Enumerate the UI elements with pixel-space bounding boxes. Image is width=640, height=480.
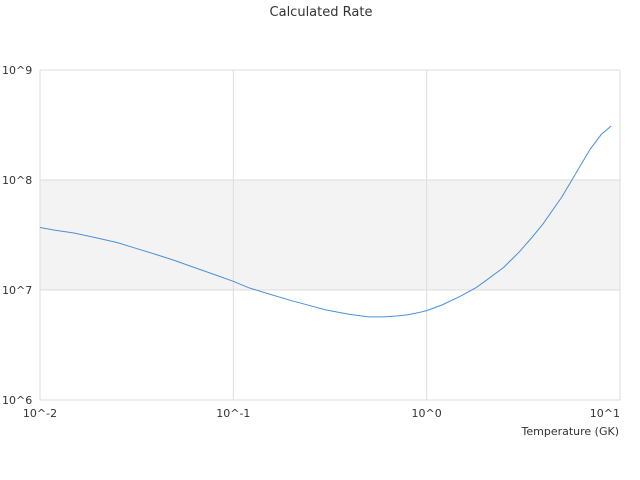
plot-band: [40, 180, 620, 290]
axis-ticks: 10^6 10^7 10^8 10^9 10^-2 10^-1 10^0 10^1: [2, 64, 620, 420]
x-tick-label-2: 10^0: [412, 407, 442, 420]
x-axis-title: Temperature (GK): [521, 425, 620, 438]
series-line-0: [39, 125, 612, 318]
x-tick-label-0: 10^-2: [23, 407, 57, 420]
plot-area: [39, 69, 621, 401]
chart-title: Calculated Rate: [270, 5, 373, 20]
y-tick-label-0: 10^6: [2, 394, 32, 407]
y-tick-label-1: 10^7: [2, 284, 32, 297]
y-tick-label-2: 10^8: [2, 174, 32, 187]
series-lines: [39, 125, 612, 318]
x-tick-label-3: 10^1: [590, 407, 620, 420]
x-tick-label-1: 10^-1: [216, 407, 250, 420]
y-tick-label-3: 10^9: [2, 64, 32, 77]
